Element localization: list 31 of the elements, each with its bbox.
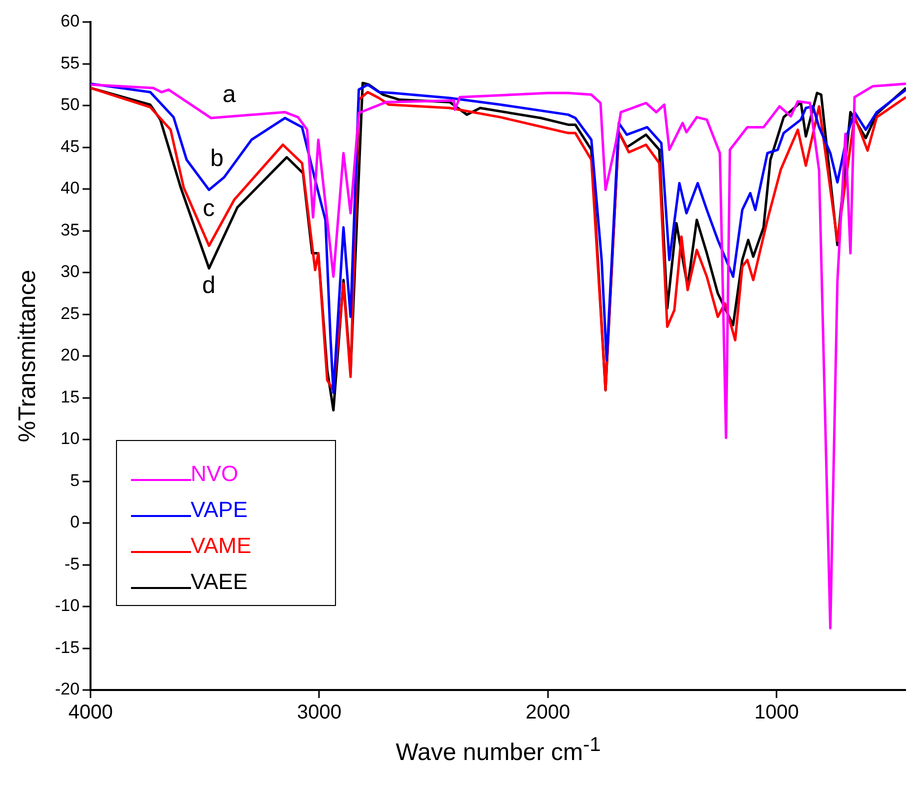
y-tick-label: 40 (60, 178, 80, 198)
y-tick-label: 55 (60, 53, 80, 72)
x-tick-label: 3000 (296, 702, 342, 724)
y-tick-label: 60 (60, 12, 80, 31)
x-tick-label: 4000 (68, 702, 113, 724)
y-tick-label: -10 (54, 596, 80, 616)
y-tick-label: 35 (60, 220, 80, 240)
y-tick-label: 15 (60, 387, 80, 406)
y-axis-title: %Transmittance (14, 270, 42, 442)
y-tick-label: -15 (54, 638, 80, 657)
legend-label: VAPE (190, 497, 249, 523)
x-tick-label: 2000 (526, 702, 570, 724)
y-tick-label: 30 (60, 262, 80, 282)
legend-label: NVO (190, 461, 240, 487)
y-tick-label: -20 (54, 680, 80, 699)
y-tick-label: 5 (70, 470, 80, 490)
x-tick-label: 1000 (754, 702, 799, 724)
y-tick-label: 50 (60, 95, 80, 114)
annotation: b (210, 144, 224, 172)
annotation: c (202, 195, 215, 222)
y-tick-label: 0 (70, 512, 80, 532)
annotation: d (202, 272, 216, 299)
y-tick-label: 20 (60, 346, 80, 365)
y-tick-label: 45 (60, 136, 80, 156)
y-tick-label: 25 (60, 304, 80, 323)
x-axis-title: Wave number cm$^{-1}$ (396, 734, 601, 767)
legend-label: VAME (190, 533, 252, 559)
annotation: a (222, 81, 236, 108)
legend-label: VAEE (190, 569, 249, 595)
y-tick-label: -5 (64, 554, 80, 574)
y-tick-label: 10 (60, 429, 80, 448)
